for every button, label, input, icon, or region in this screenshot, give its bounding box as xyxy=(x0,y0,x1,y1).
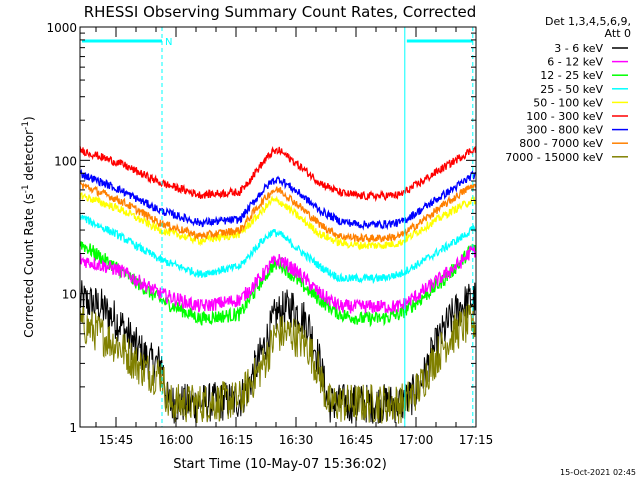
series-4 xyxy=(79,192,477,251)
legend-label-7: 800 - 7000 keV xyxy=(519,137,603,150)
y-axis-label-end: ) xyxy=(22,116,36,121)
series-line-7 xyxy=(79,181,477,243)
series-1 xyxy=(79,244,477,314)
x-tick-label-5: 17:00 xyxy=(399,433,434,447)
x-tick-label-2: 16:15 xyxy=(219,433,254,447)
series-line-1 xyxy=(79,244,477,314)
legend-label-4: 50 - 100 keV xyxy=(533,96,603,109)
axis-layer: 1 10 100 1000 15:45 16:00 16:15 16:30 16:45 17:00… xyxy=(46,21,493,447)
y-axis-label-sup2: -1 xyxy=(21,121,31,130)
y-tick-label-0: 1 xyxy=(69,421,77,435)
legend-header-line1: Det 1,3,4,5,6,9, xyxy=(545,15,631,28)
legend-label-3: 25 - 50 keV xyxy=(540,83,603,96)
data-layer xyxy=(79,145,477,424)
series-line-5 xyxy=(79,145,477,203)
legend-header-line2: Att 0 xyxy=(605,27,631,40)
series-8 xyxy=(79,303,476,424)
night-marker: N xyxy=(165,37,172,48)
legend-label-6: 300 - 800 keV xyxy=(526,124,603,137)
series-line-3 xyxy=(79,212,477,285)
legend-label-8: 7000 - 15000 keV xyxy=(505,151,603,164)
y-axis-label-main: Corrected Count Rate (s xyxy=(22,193,36,337)
legend-label-0: 3 - 6 keV xyxy=(554,42,603,55)
y-tick-label-3: 1000 xyxy=(46,21,77,35)
legend-label-1: 6 - 12 keV xyxy=(547,56,603,69)
series-line-4 xyxy=(79,192,477,251)
series-6 xyxy=(79,168,477,231)
series-3 xyxy=(79,212,477,285)
x-tick-label-3: 16:30 xyxy=(279,433,314,447)
y-axis-label-sup1: -1 xyxy=(21,184,31,193)
x-tick-label-6: 17:15 xyxy=(459,433,494,447)
chart-title: RHESSI Observing Summary Count Rates, Co… xyxy=(84,3,477,21)
x-tick-label-4: 16:45 xyxy=(339,433,374,447)
x-axis-label: Start Time (10-May-07 15:36:02) xyxy=(173,457,387,472)
legend-label-5: 100 - 300 keV xyxy=(526,110,603,123)
y-axis-label: Corrected Count Rate (s-1 detector-1) xyxy=(21,116,36,337)
x-tick-label-0: 15:45 xyxy=(99,433,134,447)
series-line-8 xyxy=(79,303,476,424)
series-5 xyxy=(79,145,477,203)
y-axis-label-mid: detector xyxy=(22,130,36,185)
y-tick-label-2: 100 xyxy=(54,154,77,168)
series-7 xyxy=(79,181,477,243)
footer-date: 15-Oct-2021 02:45 xyxy=(560,468,636,477)
y-tick-label-1: 10 xyxy=(62,288,77,302)
plot-frame xyxy=(79,26,477,428)
x-tick-label-1: 16:00 xyxy=(159,433,194,447)
legend-label-2: 12 - 25 keV xyxy=(540,69,603,82)
series-line-6 xyxy=(79,168,477,231)
